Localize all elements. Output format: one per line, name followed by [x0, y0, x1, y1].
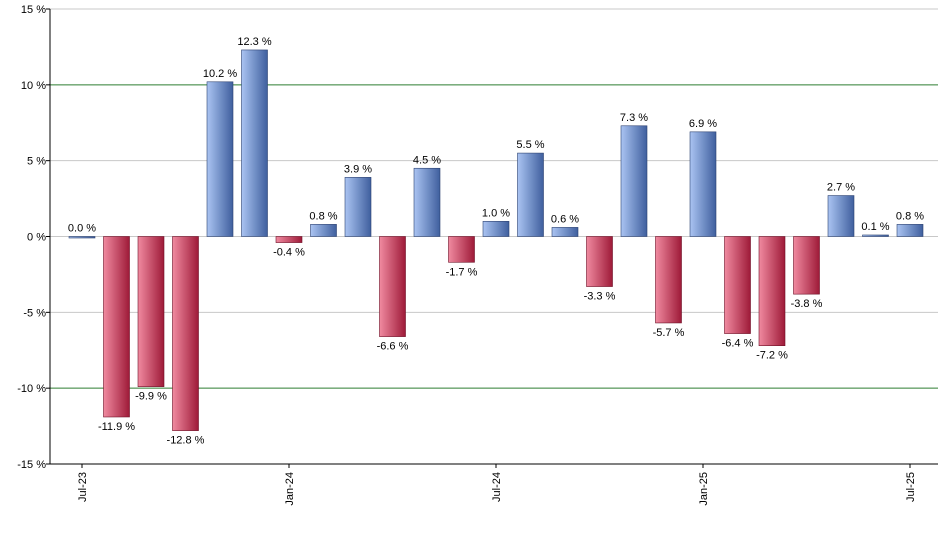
- data-label: -3.3 %: [584, 291, 616, 303]
- bars: [68, 49, 924, 431]
- bar: [517, 152, 544, 237]
- data-label: 2.7 %: [827, 182, 855, 194]
- x-tick-label: Jul-24: [491, 472, 503, 502]
- y-tick-label: 10 %: [21, 80, 46, 92]
- data-label: 3.9 %: [344, 163, 372, 175]
- bar: [896, 224, 924, 237]
- bar: [241, 49, 268, 237]
- x-tick-label: Jan-24: [284, 472, 296, 506]
- y-tick-label: 0 %: [27, 232, 46, 244]
- bar: [344, 177, 372, 237]
- x-tick-label: Jul-23: [77, 472, 89, 502]
- y-tick-label: 5 %: [27, 156, 46, 168]
- bar: [448, 236, 475, 263]
- bar: [655, 236, 682, 324]
- bar: [206, 81, 234, 237]
- bar: [862, 234, 889, 237]
- data-label: -3.8 %: [791, 298, 823, 310]
- data-label: -7.2 %: [756, 350, 788, 362]
- data-label: -1.7 %: [446, 266, 478, 278]
- data-label: 0.8 %: [896, 210, 924, 222]
- data-label: -5.7 %: [653, 327, 685, 339]
- data-label: 0.1 %: [861, 221, 889, 233]
- bar: [724, 236, 751, 334]
- bar: [793, 236, 820, 295]
- y-tick-label: 15 %: [21, 4, 46, 16]
- x-tick-label: Jul-25: [905, 472, 917, 502]
- data-labels: 0.0 % -11.9 % -9.9 % -12.8 % 10.2 % 12.3 % -0.…: [68, 36, 924, 447]
- bar: [586, 236, 613, 287]
- data-label: 6.9 %: [689, 118, 717, 130]
- axes: 15 % 10 % 5 % 0 % -5 % -10 % -15 % Jul-23 Jan-24…: [17, 4, 938, 506]
- bar: [551, 227, 579, 237]
- x-tick-label: Jan-25: [698, 472, 710, 506]
- data-label: -0.4 %: [273, 247, 305, 259]
- data-label: 0.6 %: [551, 213, 579, 225]
- bar: [137, 236, 165, 387]
- y-tick-label: -5 %: [23, 307, 46, 319]
- bar: [310, 224, 337, 237]
- y-tick-label: -10 %: [17, 383, 46, 395]
- bar: [275, 236, 303, 243]
- data-label: 4.5 %: [413, 154, 441, 166]
- bar: [689, 131, 717, 237]
- bar: [379, 236, 406, 337]
- bar: [413, 167, 441, 237]
- bar: [758, 236, 786, 346]
- data-label: 5.5 %: [516, 139, 544, 151]
- data-label: -11.9 %: [98, 421, 135, 433]
- bar: [482, 221, 510, 237]
- bar: [103, 236, 130, 418]
- data-label: -6.6 %: [377, 341, 409, 353]
- bar: [620, 125, 648, 237]
- data-label: -12.8 %: [167, 435, 205, 447]
- bar: [68, 236, 96, 239]
- data-label: 7.3 %: [620, 112, 648, 124]
- data-label: -9.9 %: [135, 391, 167, 403]
- bar: [827, 195, 855, 237]
- bar: [172, 236, 199, 431]
- data-label: 10.2 %: [203, 68, 237, 80]
- y-tick-label: -15 %: [17, 459, 46, 471]
- data-label: 0.8 %: [309, 210, 337, 222]
- data-label: 1.0 %: [482, 207, 510, 219]
- data-label: 12.3 %: [237, 36, 271, 48]
- data-label: -6.4 %: [722, 338, 754, 350]
- data-label: 0.0 %: [68, 223, 96, 235]
